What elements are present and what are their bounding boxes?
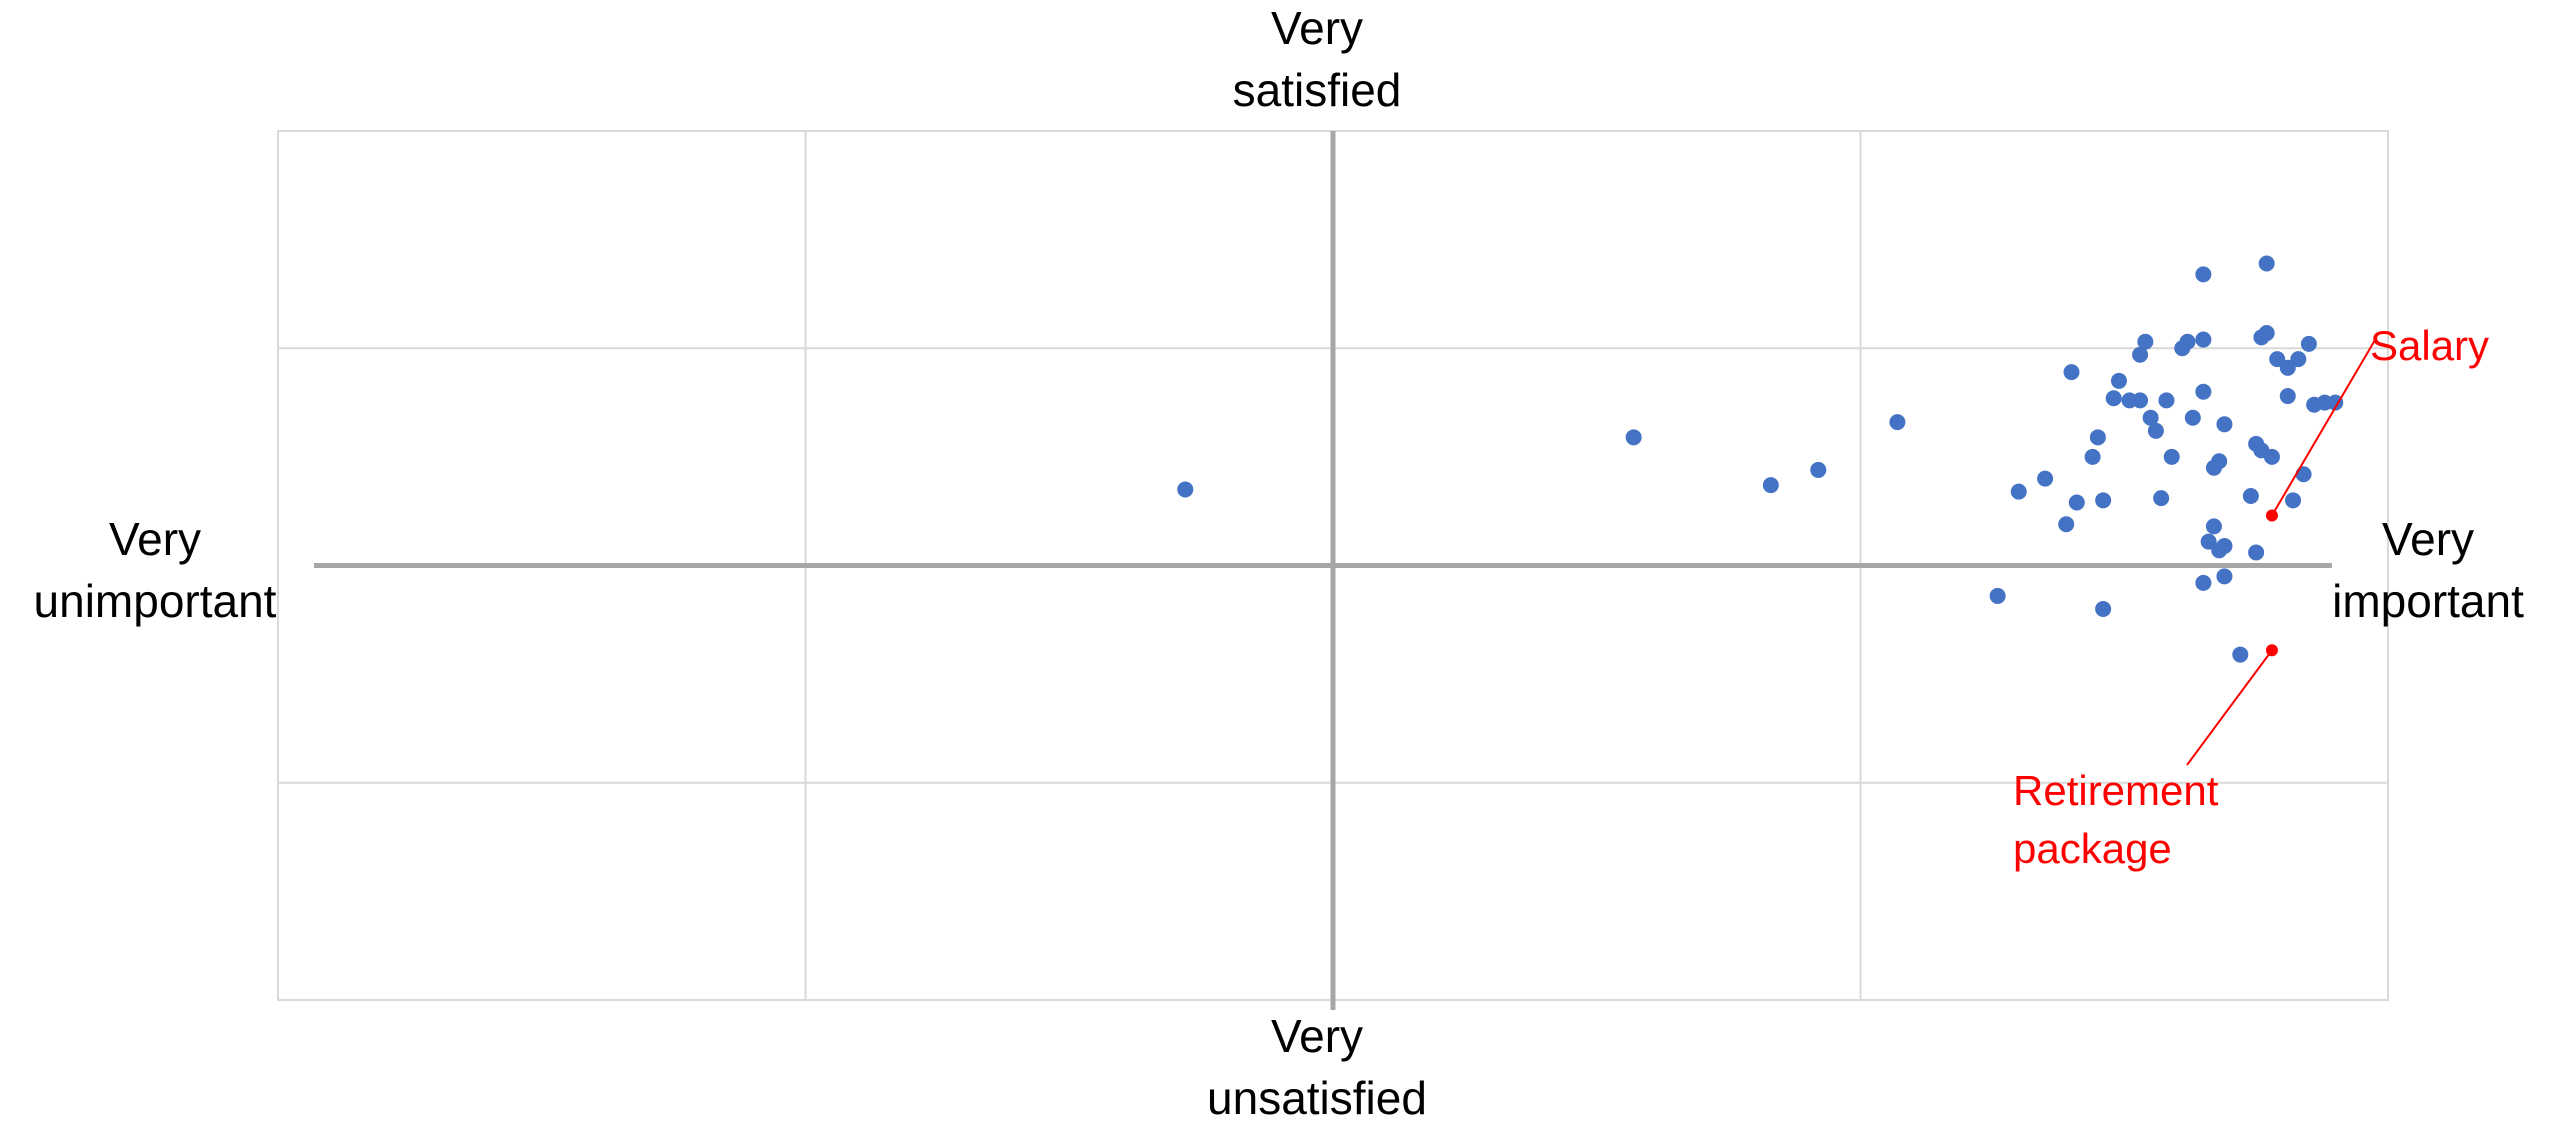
data-point (2137, 333, 2154, 350)
data-point (2258, 325, 2275, 342)
data-point (2195, 331, 2212, 348)
data-point (2132, 392, 2149, 409)
label-very-unimportant: unimportant (34, 575, 277, 627)
data-point (2195, 574, 2212, 591)
data-point (2158, 392, 2175, 409)
data-point (2105, 390, 2122, 407)
data-point (1177, 481, 1194, 498)
data-point (2095, 600, 2112, 617)
data-point (2279, 388, 2296, 405)
data-point (2211, 453, 2228, 470)
label-very-satisfied: satisfied (1233, 64, 1402, 116)
label-very-satisfied: Very (1271, 2, 1363, 54)
data-point (2216, 537, 2233, 554)
data-point (2084, 448, 2101, 465)
data-point (2010, 483, 2027, 500)
highlighted-points: Salary Retirement package (2013, 322, 2489, 872)
data-point (2037, 470, 2054, 487)
annotation-label: package (2013, 825, 2172, 872)
label-very-unsatisfied: unsatisfied (1207, 1072, 1427, 1121)
data-point (2110, 372, 2127, 389)
data-point (2232, 646, 2249, 663)
annotation-leader-line (2271, 339, 2376, 517)
data-point (2290, 351, 2307, 368)
highlighted-point (2265, 509, 2278, 522)
label-very-unsatisfied: Very (1271, 1010, 1363, 1062)
data-point (2269, 351, 2286, 368)
data-point (2248, 544, 2265, 561)
data-point (2300, 335, 2317, 352)
data-point (1889, 414, 1906, 431)
data-point (2285, 492, 2302, 509)
data-point (1762, 477, 1779, 494)
data-point (2058, 516, 2075, 533)
data-point (2153, 490, 2170, 507)
quadrant-axes (314, 131, 2332, 1010)
data-point (2327, 394, 2344, 411)
highlighted-point (2265, 644, 2278, 657)
data-point (2184, 409, 2201, 426)
data-point (2242, 487, 2259, 504)
data-point (2279, 359, 2296, 376)
data-point (1625, 429, 1642, 446)
data-point (2132, 346, 2149, 363)
data-point (2063, 364, 2080, 381)
data-point (1989, 587, 2006, 604)
data-point (2216, 416, 2233, 433)
annotation-leader-line (2186, 649, 2273, 766)
data-point (2195, 266, 2212, 283)
data-point (2258, 255, 2275, 272)
data-point (2147, 422, 2164, 439)
data-point (2095, 492, 2112, 509)
data-point (2216, 568, 2233, 585)
label-very-important: Very (2382, 513, 2474, 565)
data-point (2068, 494, 2085, 511)
label-very-unimportant: Very (109, 513, 201, 565)
data-point (2205, 518, 2222, 535)
data-point (2142, 409, 2159, 426)
annotation-label: Retirement (2013, 767, 2219, 814)
data-points (1177, 255, 2344, 663)
data-point (2295, 466, 2312, 483)
label-very-important: important (2332, 575, 2524, 627)
annotation-label: Salary (2370, 322, 2489, 369)
data-point (2195, 383, 2212, 400)
data-point (2263, 448, 2280, 465)
data-point (2200, 533, 2217, 550)
quadrant-labels: Very satisfied Very unsatisfied Very unimport… (34, 2, 2525, 1121)
data-point (2179, 333, 2196, 350)
data-point (2089, 429, 2106, 446)
data-point (2163, 448, 2180, 465)
data-point (1810, 461, 1827, 478)
